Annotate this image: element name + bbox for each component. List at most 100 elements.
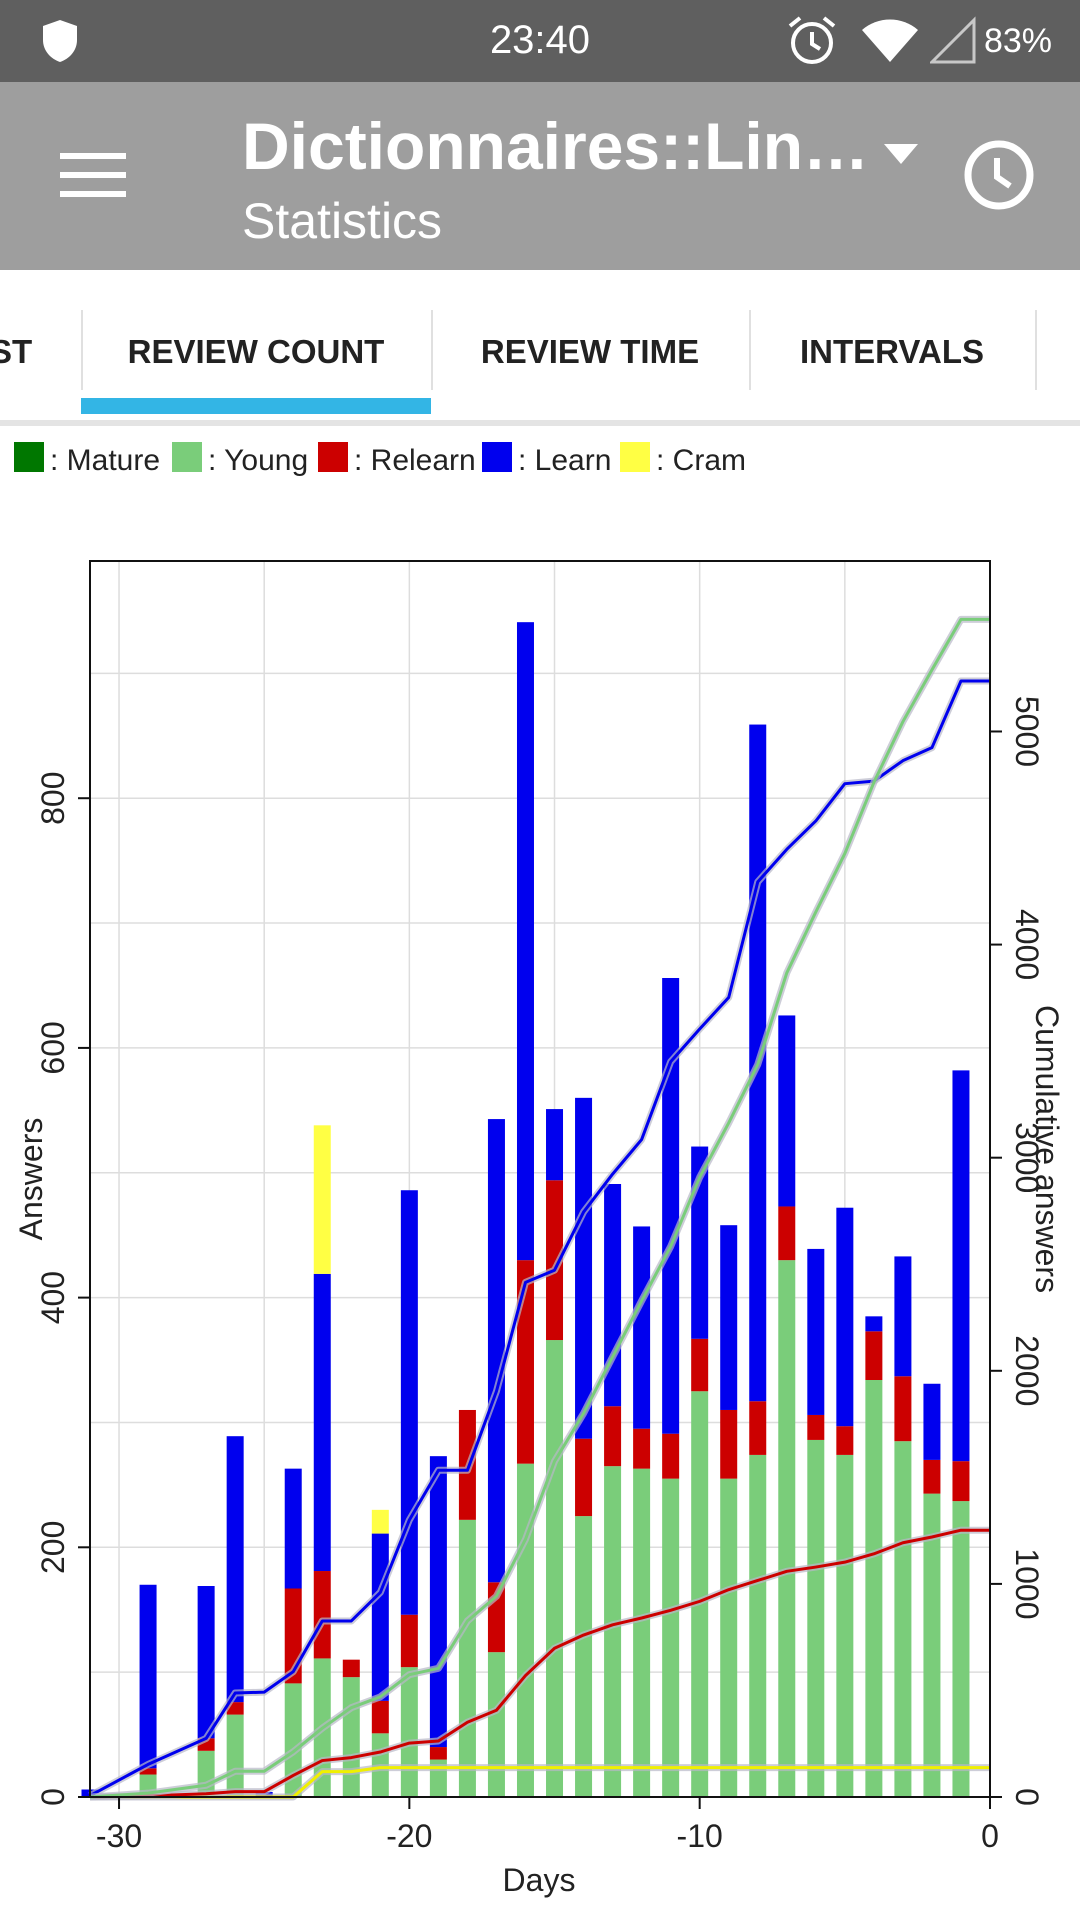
deck-title[interactable]: Dictionnaires::Lin… bbox=[242, 109, 870, 183]
bar-learn bbox=[807, 1248, 825, 1415]
bar-young bbox=[458, 1519, 476, 1797]
bar-relearn bbox=[720, 1409, 738, 1479]
bar-relearn bbox=[865, 1331, 883, 1381]
bar-learn bbox=[865, 1316, 883, 1332]
y2-tick-label: 4000 bbox=[1009, 909, 1045, 980]
bar-learn bbox=[516, 622, 534, 1261]
bar-young bbox=[923, 1493, 941, 1797]
bar-relearn bbox=[604, 1406, 622, 1467]
bar-relearn bbox=[952, 1461, 970, 1502]
tab-divider bbox=[431, 310, 433, 390]
bar-young bbox=[778, 1260, 796, 1797]
bar-relearn bbox=[575, 1438, 593, 1517]
bar-learn bbox=[952, 1070, 970, 1462]
bar-learn bbox=[371, 1533, 389, 1701]
bar-learn bbox=[575, 1097, 593, 1439]
bar-learn bbox=[662, 977, 680, 1434]
legend-label-cram: : Cram bbox=[656, 444, 746, 477]
status-time: 23:40 bbox=[489, 18, 591, 62]
tab-bar: ST REVIEW COUNT REVIEW TIME INTERVALS bbox=[0, 270, 1080, 426]
y-axis-label: Answers bbox=[13, 1118, 49, 1241]
page-subtitle: Statistics bbox=[242, 193, 443, 249]
x-tick-label: 0 bbox=[981, 1818, 999, 1854]
bar-cram bbox=[371, 1509, 389, 1534]
bar-learn bbox=[197, 1586, 215, 1739]
bar-young bbox=[662, 1478, 680, 1797]
bar-relearn bbox=[923, 1459, 941, 1494]
bar-learn bbox=[226, 1436, 244, 1703]
tab-review-count[interactable]: REVIEW COUNT bbox=[127, 333, 385, 370]
bar-relearn bbox=[691, 1338, 709, 1392]
tab-review-time[interactable]: REVIEW TIME bbox=[480, 333, 700, 370]
bar-learn bbox=[139, 1584, 157, 1769]
tab-divider bbox=[749, 310, 751, 390]
bar-young bbox=[952, 1501, 970, 1797]
cumulative-relearn-line bbox=[89, 1528, 990, 1799]
menu-icon[interactable] bbox=[60, 149, 126, 201]
bar-learn bbox=[284, 1468, 302, 1589]
legend-label-mature: : Mature bbox=[50, 444, 161, 477]
bar-learn bbox=[894, 1256, 912, 1377]
tab-intervals[interactable]: INTERVALS bbox=[800, 333, 984, 370]
bar-young bbox=[342, 1677, 360, 1797]
clock-icon[interactable] bbox=[962, 138, 1036, 212]
app-bar: Dictionnaires::Lin… Statistics bbox=[0, 82, 1080, 270]
y2-tick-label: 1000 bbox=[1009, 1548, 1045, 1619]
bar-young bbox=[400, 1667, 418, 1797]
bar-learn bbox=[836, 1207, 854, 1427]
status-bar: 23:40 83% bbox=[0, 0, 1080, 82]
bar-young bbox=[836, 1454, 854, 1797]
bar-young bbox=[546, 1340, 564, 1797]
tab-divider bbox=[1035, 310, 1037, 390]
y-tick-label: 600 bbox=[35, 1021, 71, 1074]
bar-relearn bbox=[400, 1614, 418, 1668]
cumulative-young-line-shadow bbox=[89, 615, 990, 1801]
y-tick-label: 200 bbox=[35, 1521, 71, 1574]
legend-swatch-young bbox=[172, 442, 202, 472]
selected-tab-indicator bbox=[81, 398, 431, 414]
cumulative-learn-line bbox=[89, 679, 990, 1798]
bar-young bbox=[691, 1391, 709, 1797]
bar-relearn bbox=[778, 1206, 796, 1261]
bar-relearn bbox=[633, 1428, 651, 1469]
bar-young bbox=[575, 1516, 593, 1797]
bar-relearn bbox=[371, 1700, 389, 1734]
y2-tick-label: 3000 bbox=[1009, 1122, 1045, 1193]
bar-young bbox=[633, 1468, 651, 1797]
y2-axis-label: Cumulative answers bbox=[1029, 1005, 1065, 1293]
bar-relearn bbox=[749, 1401, 767, 1455]
y2-tick-label: 2000 bbox=[1009, 1335, 1045, 1406]
bar-young bbox=[284, 1683, 302, 1797]
bar-relearn bbox=[546, 1180, 564, 1341]
bar-young bbox=[807, 1439, 825, 1797]
bar-learn bbox=[778, 1015, 796, 1207]
alarm-icon bbox=[788, 16, 836, 64]
bar-young bbox=[604, 1466, 622, 1797]
bar-cram bbox=[313, 1125, 331, 1274]
bar-young bbox=[487, 1652, 505, 1797]
dropdown-icon[interactable] bbox=[882, 142, 920, 166]
bar-learn bbox=[546, 1109, 564, 1181]
x-tick-label: -30 bbox=[96, 1818, 142, 1854]
y-tick-label: 0 bbox=[35, 1788, 71, 1806]
bar-learn bbox=[487, 1119, 505, 1583]
bar-young bbox=[865, 1380, 883, 1797]
bar-learn bbox=[923, 1383, 941, 1460]
y-tick-label: 400 bbox=[35, 1271, 71, 1324]
bar-young bbox=[749, 1454, 767, 1797]
bar-learn bbox=[429, 1456, 447, 1748]
bar-young bbox=[894, 1441, 912, 1797]
legend-swatch-mature bbox=[14, 442, 44, 472]
tab-forecast[interactable]: ST bbox=[0, 333, 33, 370]
legend-swatch-relearn bbox=[318, 442, 348, 472]
x-tick-label: -20 bbox=[386, 1818, 432, 1854]
bar-relearn bbox=[342, 1659, 360, 1678]
bar-learn bbox=[633, 1226, 651, 1429]
bar-learn bbox=[400, 1190, 418, 1615]
wifi-icon bbox=[862, 19, 918, 62]
legend-swatch-learn bbox=[482, 442, 512, 472]
shield-icon bbox=[43, 20, 77, 62]
bar-relearn bbox=[662, 1433, 680, 1479]
legend-label-learn: : Learn bbox=[518, 444, 612, 477]
signal-icon bbox=[930, 16, 976, 64]
